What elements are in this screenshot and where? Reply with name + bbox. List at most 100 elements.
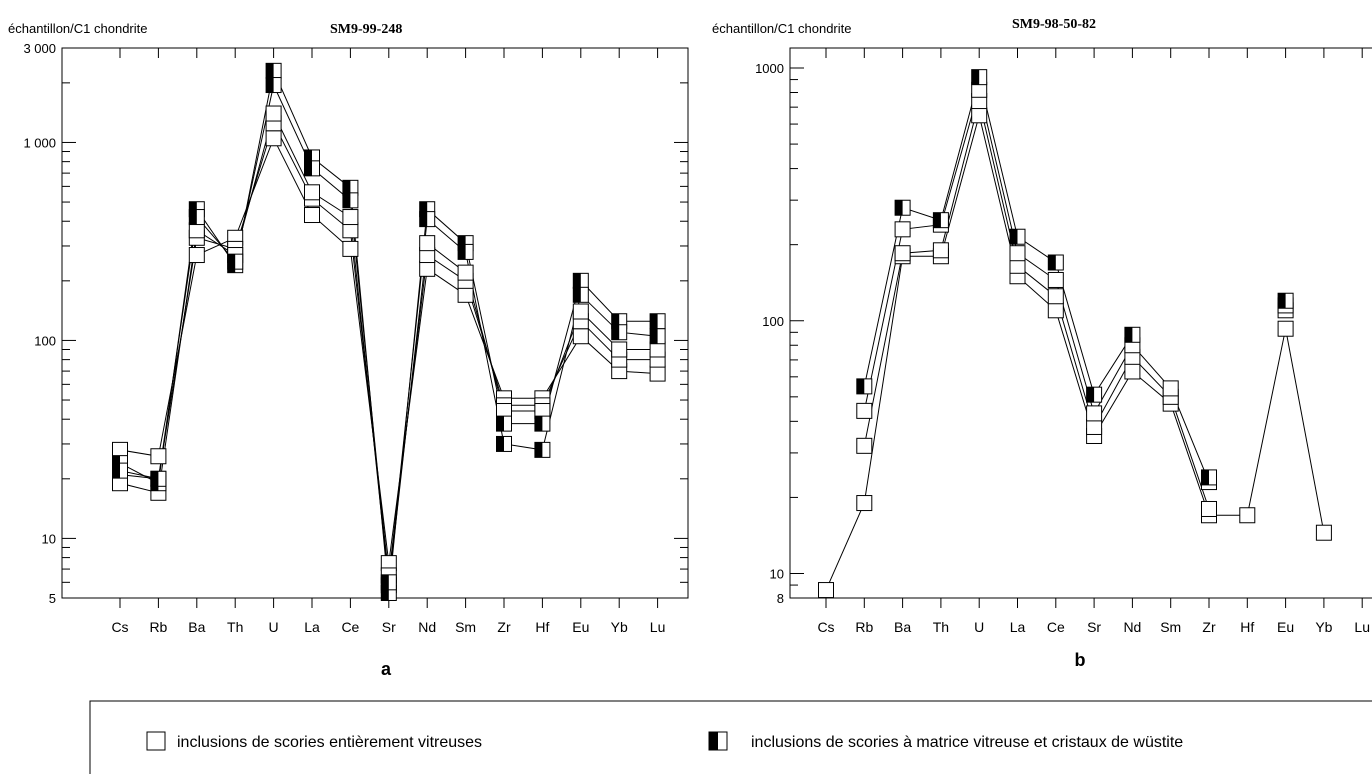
y-tick-label: 10	[770, 567, 784, 582]
data-point-open	[572, 328, 589, 345]
data-point-fill	[150, 471, 159, 487]
data-point-open	[1086, 405, 1103, 422]
data-point-open	[856, 437, 873, 454]
data-point-open	[1047, 302, 1064, 319]
data-point-fill	[534, 442, 543, 458]
x-tick-label: Th	[227, 619, 243, 635]
data-point-open	[1277, 320, 1294, 337]
data-point-open	[265, 105, 282, 122]
x-tick-label: Ba	[188, 619, 205, 635]
x-tick-label: Sm	[1160, 619, 1181, 635]
axis-ticks-a: 3 000 1 000 100 10 5 Cs Rb Ba Th U La Ce Sr Nd Sm Zr Hf E…	[23, 41, 688, 635]
plot-frame-a	[61, 47, 689, 599]
legend: inclusions de scories entièrement vitreu…	[89, 700, 1372, 774]
data-point-fill	[933, 212, 941, 228]
data-point-open	[1009, 245, 1026, 262]
data-point-fill	[1086, 387, 1095, 403]
x-tick-label: Ce	[1047, 619, 1065, 635]
y-axis-label-a: échantillon/C1 chondrite	[8, 21, 147, 36]
x-tick-label: Nd	[418, 619, 436, 635]
x-tick-label: Eu	[572, 619, 589, 635]
data-point-open	[649, 365, 666, 382]
x-tick-label: Zr	[1202, 619, 1216, 635]
data-point-fill	[419, 211, 428, 227]
series-line	[119, 112, 658, 586]
data-point-open	[1162, 380, 1179, 397]
data-point-open	[611, 341, 628, 358]
x-tick-label: Rb	[149, 619, 167, 635]
x-tick-label: Nd	[1123, 619, 1141, 635]
x-tick-label: Yb	[611, 619, 628, 635]
data-point-fill	[458, 235, 466, 251]
x-tick-label: La	[304, 619, 320, 635]
x-tick-label: U	[269, 619, 279, 635]
data-point-fill	[650, 328, 658, 344]
data-point-fill	[266, 63, 274, 79]
data-point-fill	[1010, 229, 1018, 245]
y-tick-label: 100	[34, 333, 56, 348]
legend-half-fill	[709, 732, 718, 750]
x-tick-label: Sm	[455, 619, 476, 635]
data-point-open	[572, 303, 589, 320]
x-tick-label: Yb	[1315, 619, 1332, 635]
data-point-fill	[266, 77, 274, 93]
x-tick-label: Sr	[1087, 619, 1101, 635]
data-markers-a	[112, 62, 666, 601]
x-tick-label: Lu	[650, 619, 666, 635]
series-line	[863, 87, 1210, 483]
data-point-open	[419, 235, 436, 252]
y-tick-label: 1000	[755, 61, 784, 76]
data-point-fill	[342, 192, 351, 208]
data-point-open	[1315, 524, 1332, 541]
x-tick-label: Ba	[894, 619, 911, 635]
chart-title-a: SM9-99-248	[330, 22, 402, 37]
data-point-open	[1047, 271, 1064, 288]
data-point-open	[419, 260, 436, 277]
data-point-open	[818, 582, 834, 599]
data-point-fill	[496, 436, 504, 452]
data-point-fill	[856, 378, 865, 394]
y-tick-label: 100	[762, 314, 784, 329]
data-point-open	[856, 402, 873, 419]
data-point-fill	[458, 244, 466, 260]
x-tick-label: Eu	[1277, 619, 1294, 635]
data-point-open	[894, 245, 911, 262]
chart-panel-b: échantillon/C1 chondrite SM9-98-50-82 10…	[712, 17, 1372, 670]
data-point-fill	[189, 209, 197, 225]
data-point-open	[971, 107, 988, 124]
axis-ticks-b: 1000 100 10 8 Cs Rb Ba Th U La Ce Sr Nd Sm Zr Hf Eu Yb Lu	[755, 48, 1370, 635]
data-point-fill	[304, 160, 312, 176]
data-point-open	[342, 240, 359, 257]
data-point-open	[342, 209, 359, 226]
x-tick-label: Hf	[535, 619, 549, 635]
data-point-fill	[573, 273, 581, 289]
x-tick-label: U	[974, 619, 984, 635]
data-point-open	[856, 495, 873, 512]
series-line	[863, 100, 1210, 510]
y-tick-label: 1 000	[23, 135, 56, 150]
data-point-fill	[342, 180, 351, 196]
data-point-open	[304, 207, 320, 224]
x-tick-label: Zr	[497, 619, 511, 635]
data-point-fill	[419, 201, 428, 217]
y-tick-label: 5	[49, 591, 56, 606]
data-point-open	[1086, 418, 1103, 435]
data-point-open	[342, 222, 359, 239]
x-tick-label: Sr	[382, 619, 396, 635]
legend-frame	[89, 700, 1372, 774]
data-point-open	[1047, 288, 1064, 305]
data-point-open	[304, 184, 320, 201]
data-point-open	[894, 221, 911, 238]
legend-item-open: inclusions de scories entièrement vitreu…	[146, 731, 482, 751]
x-tick-label: Lu	[1354, 619, 1370, 635]
data-point-open	[188, 222, 205, 239]
chart-title-b: SM9-98-50-82	[1012, 17, 1096, 32]
data-markers-b	[818, 69, 1332, 599]
data-point-open	[457, 264, 474, 281]
data-point-fill	[496, 416, 504, 432]
data-point-fill	[611, 313, 620, 329]
data-point-fill	[611, 324, 620, 340]
data-point-fill	[971, 69, 980, 85]
data-point-fill	[534, 416, 543, 432]
